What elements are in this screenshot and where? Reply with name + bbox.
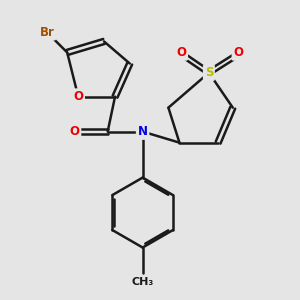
Text: O: O: [176, 46, 186, 59]
Text: S: S: [205, 66, 213, 79]
Text: N: N: [138, 125, 148, 138]
Text: Br: Br: [40, 26, 54, 39]
Text: CH₃: CH₃: [131, 277, 154, 287]
Text: O: O: [73, 90, 83, 103]
Text: O: O: [70, 125, 80, 138]
Text: O: O: [233, 46, 243, 59]
